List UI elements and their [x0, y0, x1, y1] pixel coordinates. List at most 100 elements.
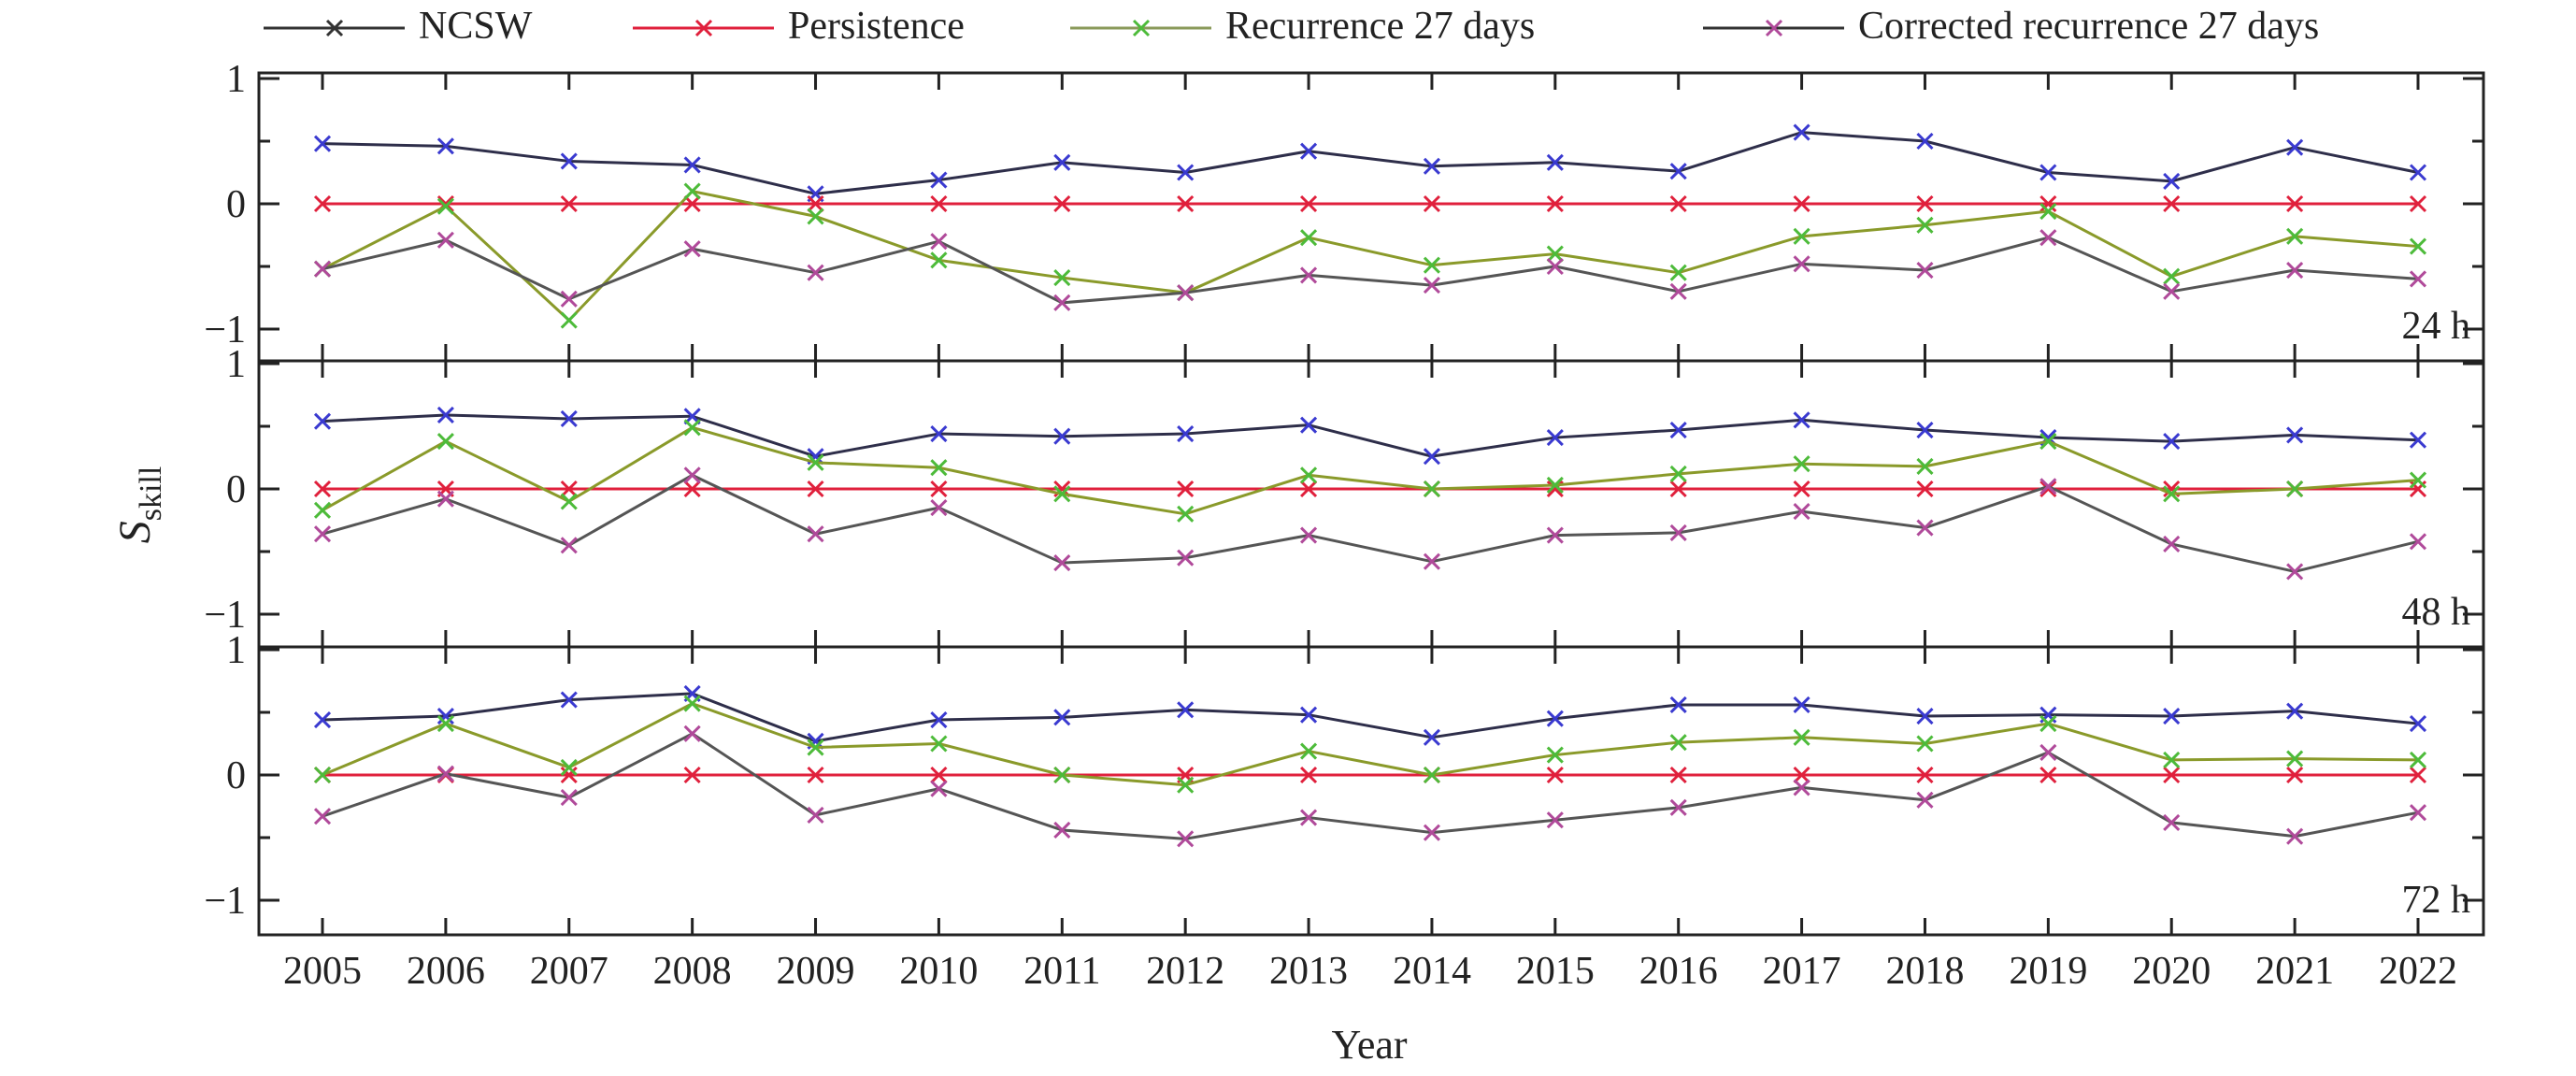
data-point-ncsw — [930, 424, 948, 443]
data-point-ncsw — [313, 412, 332, 430]
data-point-corrected-recurrence-27-days — [930, 780, 948, 797]
data-point-corrected-recurrence-27-days — [1177, 830, 1195, 848]
panel-frame — [257, 71, 2485, 363]
data-point-recurrence-27-days — [2286, 480, 2304, 498]
data-point-ncsw — [1053, 427, 1071, 445]
data-point-recurrence-27-days — [1793, 227, 1810, 245]
x-tick-label: 2008 — [653, 950, 732, 993]
data-point-corrected-recurrence-27-days — [2409, 270, 2427, 288]
legend-marker — [325, 19, 344, 37]
data-point-persistence — [1546, 194, 1564, 213]
data-point-corrected-recurrence-27-days — [2286, 261, 2304, 280]
panel-frame — [257, 359, 2485, 649]
data-point-persistence — [560, 766, 578, 784]
legend-marker — [694, 19, 713, 37]
data-point-persistence — [313, 480, 332, 498]
data-point-corrected-recurrence-27-days — [2409, 804, 2427, 822]
data-point-ncsw — [1916, 132, 1934, 151]
data-point-recurrence-27-days — [1793, 728, 1810, 746]
data-point-ncsw — [930, 710, 948, 729]
data-point-corrected-recurrence-27-days — [1177, 284, 1195, 302]
data-point-ncsw — [1177, 424, 1195, 443]
legend-swatch-corrected — [1703, 19, 1844, 37]
y-axis-label: Sskill — [110, 466, 168, 544]
series-line-corrected-recurrence-27-days — [322, 732, 2419, 840]
data-point-recurrence-27-days — [2409, 471, 2427, 489]
data-point-corrected-recurrence-27-days — [2039, 478, 2057, 495]
data-point-ncsw — [1916, 707, 1934, 725]
data-point-corrected-recurrence-27-days — [1669, 524, 1687, 541]
data-point-persistence — [1669, 194, 1687, 213]
data-point-recurrence-27-days — [683, 419, 701, 437]
data-point-corrected-recurrence-27-days — [2409, 533, 2427, 551]
data-point-corrected-recurrence-27-days — [436, 490, 454, 508]
data-point-recurrence-27-days — [2286, 227, 2304, 245]
x-tick-label: 2019 — [2009, 950, 2087, 993]
data-point-persistence — [930, 480, 948, 498]
data-point-persistence — [1669, 480, 1687, 498]
data-point-recurrence-27-days — [2409, 237, 2427, 255]
data-point-recurrence-27-days — [2163, 267, 2181, 285]
x-tick-label: 2016 — [1639, 950, 1718, 993]
data-point-recurrence-27-days — [560, 758, 578, 777]
data-point-ncsw — [1669, 696, 1687, 714]
data-point-persistence — [1299, 766, 1318, 784]
x-tick-label: 2010 — [899, 950, 978, 993]
data-point-ncsw — [1423, 728, 1441, 746]
data-point-ncsw — [1669, 421, 1687, 439]
data-point-ncsw — [1177, 164, 1195, 181]
data-point-recurrence-27-days — [436, 714, 454, 733]
data-point-ncsw — [1793, 411, 1810, 429]
data-point-ncsw — [1053, 709, 1071, 726]
data-point-persistence — [2409, 766, 2427, 784]
series-corrected-recurrence-27-days — [313, 229, 2427, 311]
data-point-corrected-recurrence-27-days — [313, 808, 332, 825]
panel-48h: 1 0 −1 48 h — [204, 343, 2485, 649]
data-point-recurrence-27-days — [1299, 742, 1318, 760]
y-tick-label: −1 — [204, 594, 246, 637]
data-point-recurrence-27-days — [1053, 766, 1071, 784]
data-point-corrected-recurrence-27-days — [683, 725, 701, 742]
data-point-corrected-recurrence-27-days — [1793, 255, 1810, 273]
data-point-persistence — [1546, 766, 1564, 784]
series-ncsw — [313, 406, 2427, 466]
data-point-recurrence-27-days — [560, 311, 578, 329]
legend-swatch-recurrence — [1070, 19, 1211, 37]
data-point-recurrence-27-days — [807, 739, 824, 756]
data-point-corrected-recurrence-27-days — [1299, 266, 1318, 284]
data-point-persistence — [560, 480, 578, 498]
data-point-recurrence-27-days — [1423, 256, 1441, 274]
data-point-corrected-recurrence-27-days — [2039, 743, 2057, 761]
x-tick-label: 2020 — [2132, 950, 2211, 993]
data-point-persistence — [1793, 194, 1810, 213]
data-point-recurrence-27-days — [560, 493, 578, 510]
series-ncsw — [313, 684, 2427, 750]
series-ncsw — [313, 123, 2427, 203]
y-tick-label: 1 — [226, 58, 246, 101]
data-point-persistence — [807, 194, 824, 213]
data-point-ncsw — [2286, 702, 2304, 720]
data-point-ncsw — [1669, 163, 1687, 180]
x-tick-label: 2013 — [1269, 950, 1348, 993]
data-point-recurrence-27-days — [2039, 433, 2057, 451]
data-point-persistence — [1299, 480, 1318, 498]
series-line-recurrence-27-days — [322, 702, 2419, 787]
y-tick-label: −1 — [204, 880, 246, 923]
data-point-recurrence-27-days — [807, 208, 824, 225]
data-point-ncsw — [2039, 164, 2057, 181]
data-point-persistence — [683, 766, 701, 784]
panel-label: 48 h — [2402, 591, 2471, 634]
data-point-recurrence-27-days — [1423, 766, 1441, 784]
data-point-ncsw — [560, 409, 578, 428]
data-point-persistence — [2039, 194, 2057, 213]
data-point-ncsw — [683, 156, 701, 174]
data-point-corrected-recurrence-27-days — [807, 525, 824, 543]
data-point-persistence — [1793, 480, 1810, 498]
panel-72h: 1 0 −1 72 h — [204, 629, 2485, 937]
y-tick-label: 1 — [226, 343, 246, 386]
series-persistence — [313, 194, 2427, 213]
data-point-recurrence-27-days — [1669, 465, 1687, 482]
panel-label: 24 h — [2402, 305, 2471, 348]
data-point-ncsw — [2409, 431, 2427, 449]
data-point-persistence — [930, 194, 948, 213]
